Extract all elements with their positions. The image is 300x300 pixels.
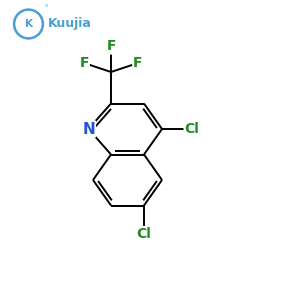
Text: Cl: Cl bbox=[184, 122, 200, 136]
Text: Kuujia: Kuujia bbox=[48, 17, 92, 31]
Text: F: F bbox=[79, 56, 89, 70]
Text: °: ° bbox=[44, 5, 48, 11]
Text: K: K bbox=[25, 19, 32, 29]
Text: N: N bbox=[82, 122, 95, 136]
Text: Cl: Cl bbox=[136, 227, 152, 241]
Text: F: F bbox=[133, 56, 143, 70]
Text: F: F bbox=[106, 40, 116, 53]
